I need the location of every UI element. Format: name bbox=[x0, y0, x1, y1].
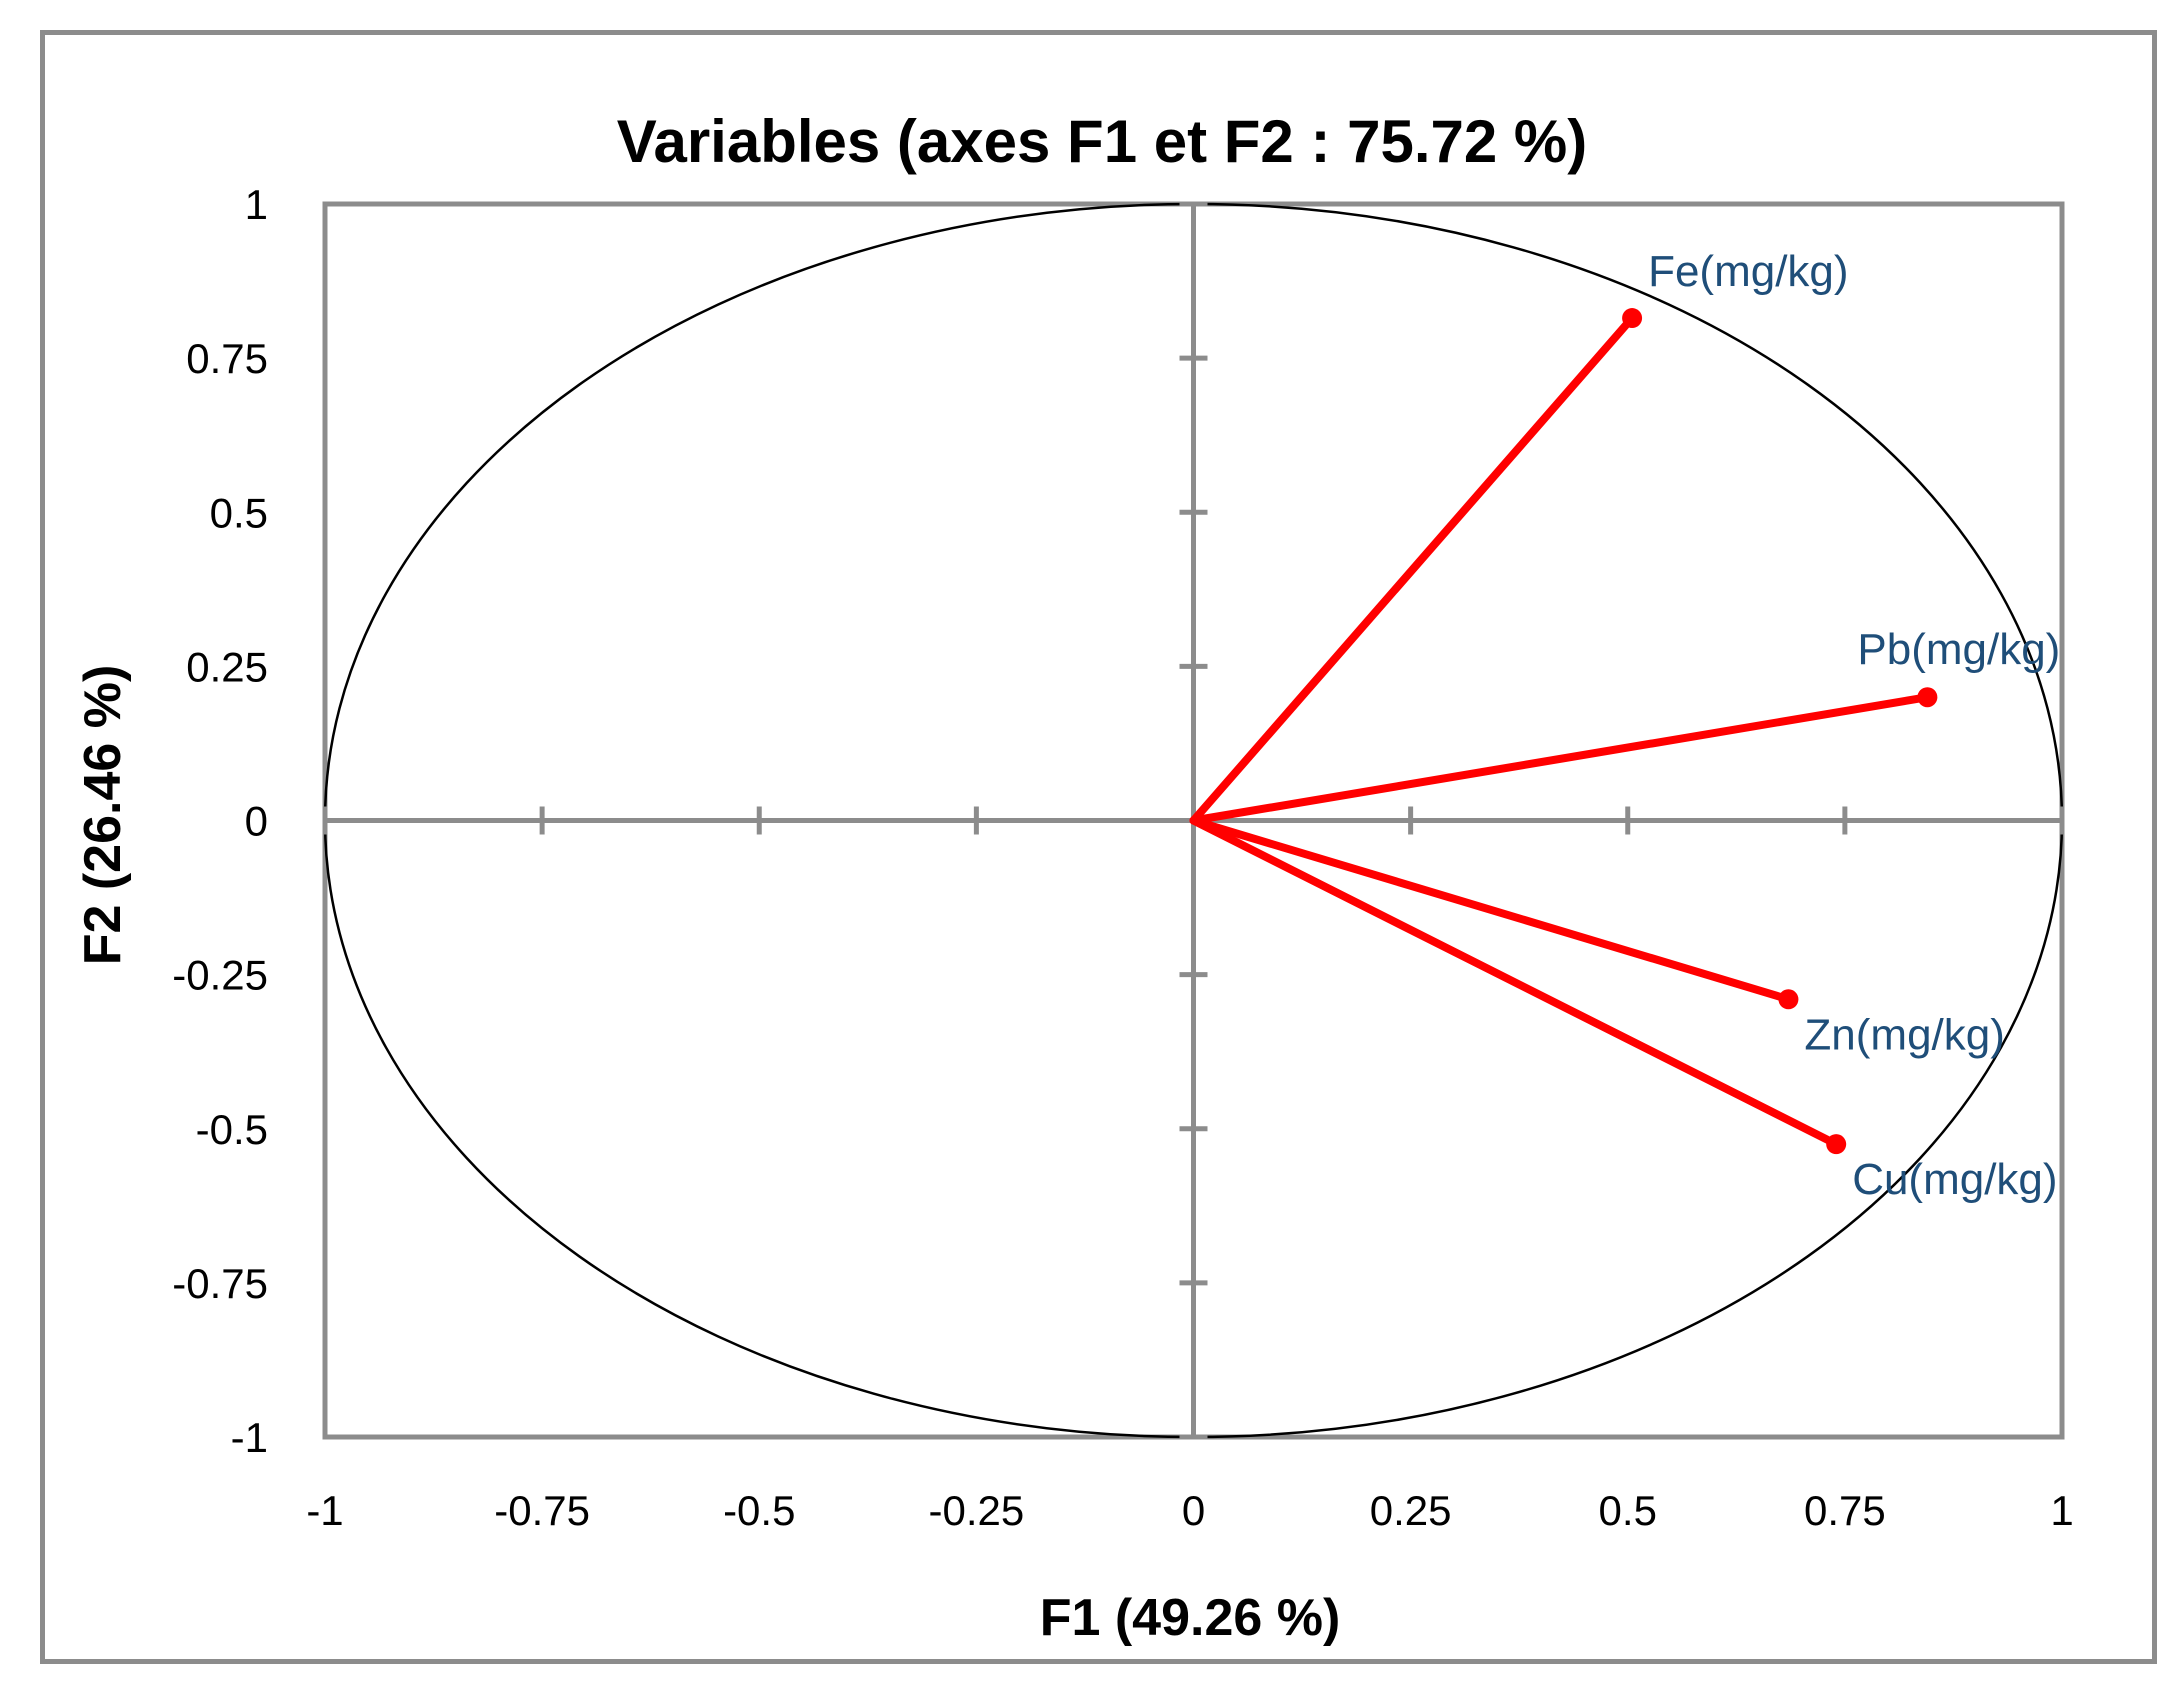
x-tick-labels: -1 -0.75 -0.5 -0.25 0 0.25 0.5 0.75 1 bbox=[306, 1487, 2073, 1534]
x-tick-label: 1 bbox=[2050, 1487, 2073, 1534]
y-tick-label: 0.5 bbox=[210, 489, 268, 536]
x-tick-label: -1 bbox=[306, 1487, 343, 1534]
x-tick-label: -0.75 bbox=[494, 1487, 590, 1534]
x-tick-label: -0.5 bbox=[723, 1487, 795, 1534]
x-axis-title: F1 (49.26 %) bbox=[1040, 1589, 1341, 1647]
variable-point bbox=[1917, 687, 1938, 708]
y-tick-label: -0.5 bbox=[196, 1106, 268, 1153]
variable-labels: Fe(mg/kg) Pb(mg/kg) Zn(mg/kg) Cu(mg/kg) bbox=[1648, 247, 2060, 1204]
variable-vector bbox=[1189, 693, 1932, 825]
y-tick-label: 1 bbox=[245, 181, 268, 228]
x-tick-label: 0.5 bbox=[1599, 1487, 1657, 1534]
variable-label: Cu(mg/kg) bbox=[1852, 1155, 2057, 1204]
y-axis-title: F2 (26.46 %) bbox=[74, 665, 132, 966]
y-tick-label: 0.25 bbox=[186, 643, 268, 690]
variable-label: Fe(mg/kg) bbox=[1648, 247, 1848, 296]
y-tick-label: -0.75 bbox=[172, 1260, 268, 1307]
variable-vector bbox=[1189, 314, 1637, 825]
plot-area: Fe(mg/kg) Pb(mg/kg) Zn(mg/kg) Cu(mg/kg) bbox=[322, 201, 2065, 1440]
variable-label: Zn(mg/kg) bbox=[1804, 1010, 2004, 1059]
y-tick-label: -0.25 bbox=[172, 952, 268, 999]
variable-vectors bbox=[1189, 308, 1938, 1155]
x-tick-label: -0.25 bbox=[929, 1487, 1025, 1534]
variable-point bbox=[1778, 989, 1799, 1010]
variable-vector bbox=[1189, 816, 1793, 1004]
chart-title: Variables (axes F1 et F2 : 75.72 %) bbox=[617, 108, 1588, 175]
y-tick-label: -1 bbox=[231, 1414, 268, 1461]
y-tick-label: 0.75 bbox=[186, 335, 268, 382]
variable-label: Pb(mg/kg) bbox=[1857, 625, 2060, 674]
variable-point bbox=[1826, 1134, 1847, 1155]
x-tick-label: 0.75 bbox=[1804, 1487, 1886, 1534]
y-tick-labels: 1 0.75 0.5 0.25 0 -0.25 -0.5 -0.75 -1 bbox=[172, 181, 268, 1461]
x-tick-label: 0.25 bbox=[1370, 1487, 1452, 1534]
variable-vector bbox=[1189, 816, 1841, 1149]
y-tick-label: 0 bbox=[245, 798, 268, 845]
chart-frame bbox=[40, 30, 2157, 1664]
variable-point bbox=[1622, 308, 1643, 329]
x-tick-label: 0 bbox=[1182, 1487, 1205, 1534]
